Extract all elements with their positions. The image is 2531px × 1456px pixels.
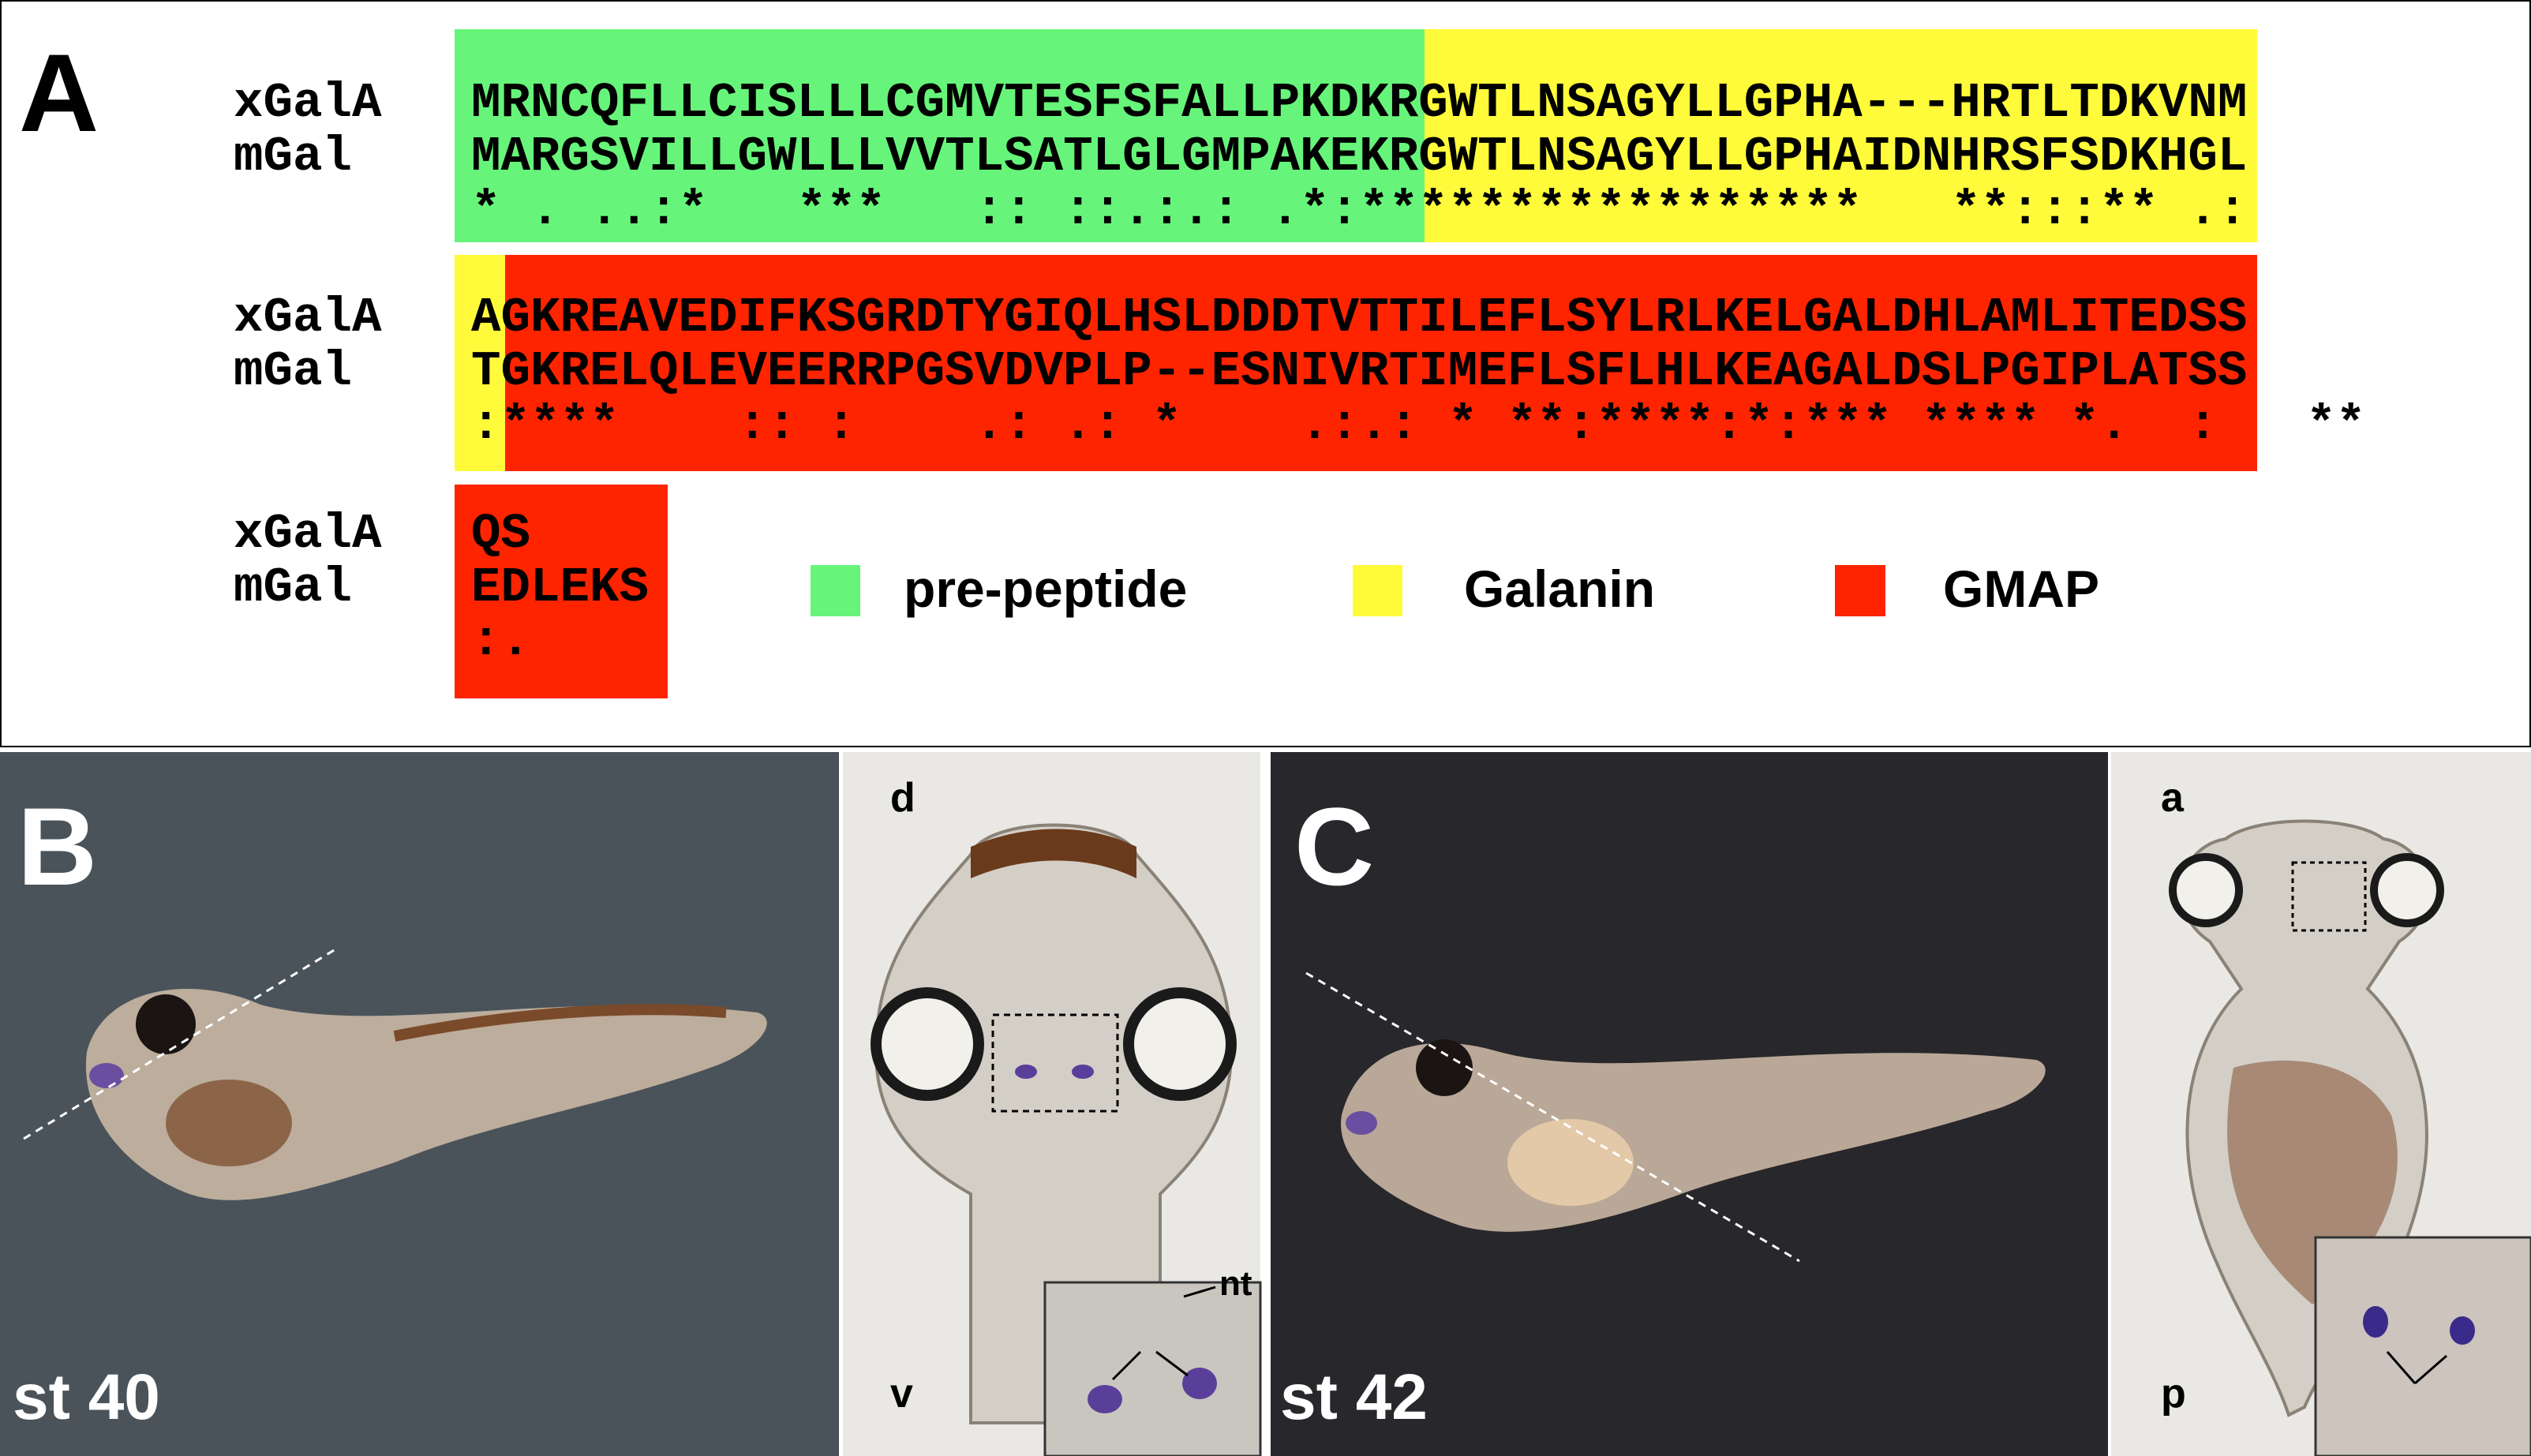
panel-a-frame [0,0,2531,747]
sequence: EDLEKS [471,560,650,616]
legend-label: GMAP [1943,560,2099,618]
panel-label: A [19,31,99,155]
legend-label: Galanin [1464,560,1656,618]
orientation-label: a [2161,775,2184,821]
sequence-name: mGal [234,560,353,616]
consensus: * . ..:* *** :: ::.:.: .*:**************… [471,182,2248,238]
consensus: :**** :: : .: .: * .:.: * **:****:*:*** … [471,397,2366,453]
panel-label: C [1294,784,1375,908]
photo-panels [0,752,2531,1456]
legend-label: pre-peptide [904,560,1188,618]
galanin-region [1425,29,2257,242]
sequence-name: xGalA [234,75,382,131]
orientation-label: v [890,1371,913,1417]
consensus: :. [471,613,531,669]
galanin-region [455,255,505,471]
sequence: TGKRELQLEVEERRPGSVDVPLP--ESNIVRTIMEFLSFL… [471,343,2248,399]
panel-label: B [17,784,98,908]
tissue-section [2169,819,2531,1456]
stage-label: st 42 [1280,1361,1428,1433]
sequence-name: mGal [234,343,353,399]
legend-swatch [811,565,860,616]
pre-peptide-region [455,29,1425,242]
sequence-name: xGalA [234,506,382,562]
sequence: MARGSVILLGWLLLVVTLSATLGLGMPAKEKRGWTLNSAG… [471,129,2248,185]
orientation-label: p [2161,1371,2186,1417]
tissue-section [870,823,1262,1456]
sequence: MRNCQFLLCISLLLCGMVTESFSFALLPKDKRGWTLNSAG… [471,75,2248,131]
sequence-name: mGal [234,129,353,185]
legend-swatch [1353,565,1402,616]
stage-label: st 40 [13,1361,160,1433]
orientation-label: d [890,775,915,821]
gmap-region [505,255,2257,471]
gmap-region [455,485,668,698]
legend-swatch [1835,565,1885,616]
sequence: AGKREAVEDIFKSGRDTYGIQLHSLDDDTVTTILEFLSYL… [471,290,2248,346]
tadpole [23,948,767,1200]
annotation: nt [1219,1264,1252,1303]
sequence: QS [471,506,531,562]
sequence-name: xGalA [234,290,382,346]
tadpole [1305,971,2046,1263]
